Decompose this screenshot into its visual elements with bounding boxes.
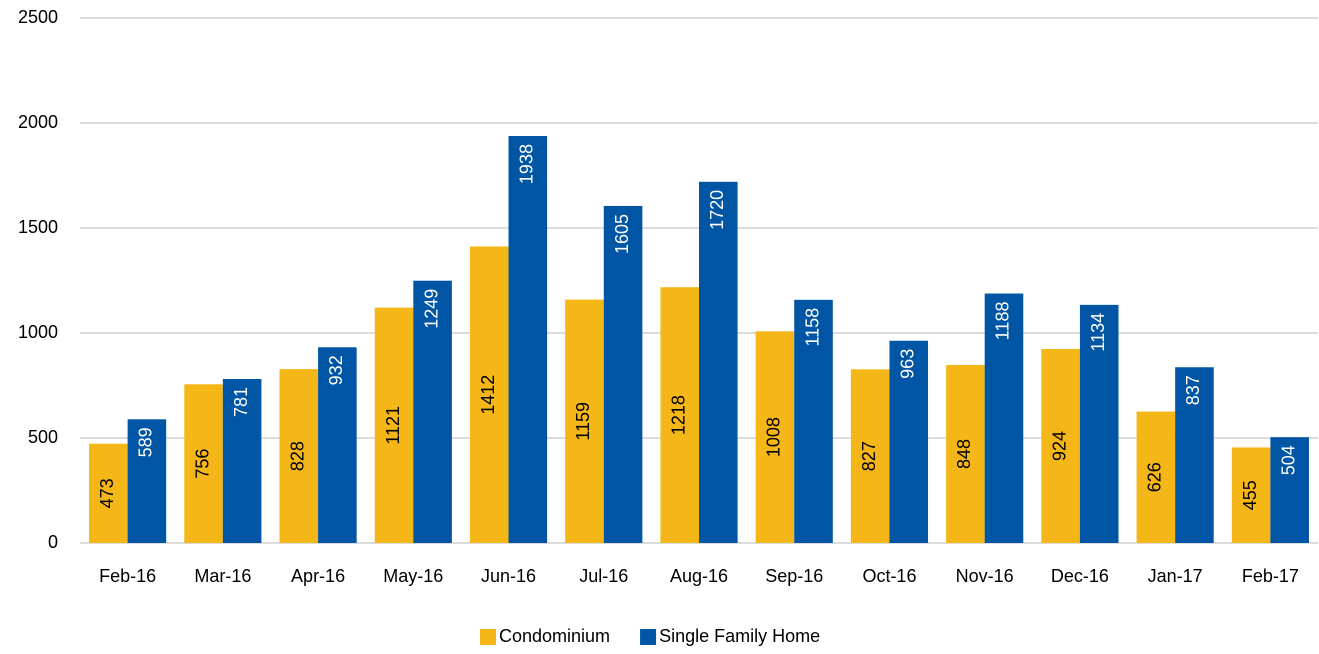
x-tick-label: Dec-16 [1051, 566, 1109, 586]
data-label: 626 [1145, 462, 1165, 492]
bar [374, 307, 414, 543]
data-label: 848 [954, 439, 974, 469]
bar [603, 205, 643, 543]
bar [660, 287, 699, 543]
bar [222, 378, 262, 543]
bar [469, 246, 509, 544]
data-label: 1720 [707, 190, 727, 230]
legend-label: Condominium [499, 626, 610, 646]
data-label: 963 [897, 349, 917, 379]
data-label: 1412 [478, 375, 498, 415]
data-label: 1605 [612, 214, 632, 254]
data-label: 1008 [764, 417, 784, 457]
bar [89, 443, 128, 543]
x-tick-label: Nov-16 [956, 566, 1014, 586]
bar [318, 347, 357, 543]
x-tick-label: Jul-16 [579, 566, 628, 586]
bar [850, 369, 890, 543]
y-tick-label: 1500 [18, 217, 58, 237]
y-tick-label: 2500 [18, 7, 58, 27]
data-label: 589 [136, 427, 156, 457]
bar [1175, 367, 1214, 543]
bar [279, 369, 319, 543]
x-tick-label: Jan-17 [1148, 566, 1203, 586]
data-label: 837 [1183, 375, 1203, 405]
bar [794, 299, 833, 543]
bar [127, 419, 167, 543]
data-label: 1218 [668, 395, 688, 435]
bar [755, 331, 795, 543]
x-tick-label: Aug-16 [670, 566, 728, 586]
x-tick-label: Oct-16 [862, 566, 916, 586]
x-tick-label: Jun-16 [481, 566, 536, 586]
data-label: 1134 [1088, 313, 1108, 352]
data-label: 1938 [517, 144, 537, 184]
data-label: 827 [859, 441, 879, 471]
x-tick-label: Feb-17 [1242, 566, 1299, 586]
y-tick-label: 500 [28, 427, 58, 447]
legend-swatch [480, 629, 496, 645]
data-label: 756 [192, 449, 212, 479]
bar [1079, 304, 1119, 543]
data-label: 1249 [421, 289, 441, 329]
bar [1270, 437, 1309, 543]
x-tick-label: May-16 [383, 566, 443, 586]
bar [699, 181, 738, 544]
bar [413, 280, 452, 543]
y-tick-label: 1000 [18, 322, 58, 342]
y-tick-label: 2000 [18, 112, 58, 132]
bar [984, 293, 1024, 543]
bar [565, 299, 604, 543]
bar [889, 340, 929, 543]
x-tick-label: Sep-16 [765, 566, 823, 586]
bar [1136, 411, 1176, 543]
data-label: 924 [1049, 431, 1069, 461]
data-label: 1159 [573, 402, 593, 441]
x-tick-label: Mar-16 [194, 566, 251, 586]
data-label: 1121 [383, 406, 403, 445]
data-label: 1188 [993, 302, 1013, 341]
bar [1231, 447, 1271, 543]
bar [508, 136, 548, 543]
data-label: 932 [326, 355, 346, 385]
x-tick-label: Feb-16 [99, 566, 156, 586]
legend-swatch [640, 629, 657, 645]
bar [946, 364, 985, 543]
data-label: 473 [97, 478, 117, 508]
data-label: 1158 [802, 308, 822, 347]
x-tick-label: Apr-16 [291, 566, 345, 586]
data-label: 828 [288, 441, 308, 471]
data-label: 781 [231, 387, 251, 417]
legend-label: Single Family Home [659, 626, 820, 646]
bar [184, 384, 223, 543]
data-label: 455 [1240, 480, 1260, 510]
bar [1041, 348, 1080, 543]
data-label: 504 [1278, 445, 1298, 475]
y-tick-label: 0 [48, 532, 58, 552]
